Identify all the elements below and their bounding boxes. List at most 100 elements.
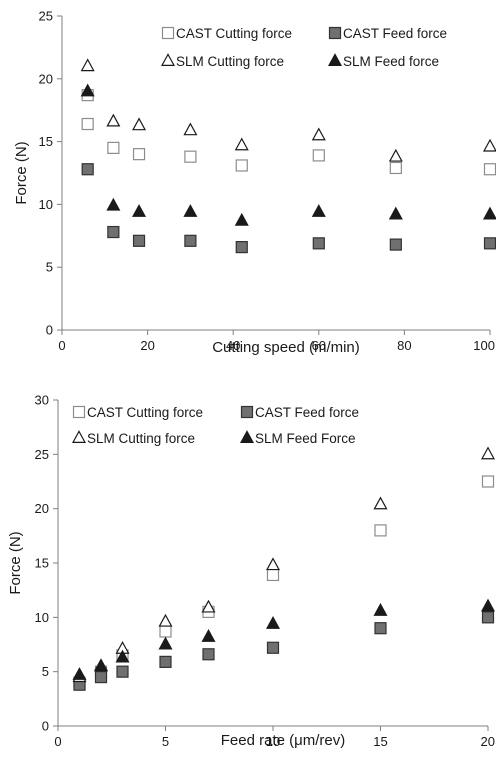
data-points bbox=[80, 58, 496, 254]
data-point bbox=[107, 141, 120, 154]
data-point bbox=[106, 197, 121, 211]
data-point bbox=[482, 206, 496, 220]
data-point bbox=[81, 117, 94, 131]
x-tick-label: 60 bbox=[312, 338, 326, 353]
data-point bbox=[80, 83, 95, 97]
legend-label: SLM Feed force bbox=[343, 54, 439, 69]
legend-label: SLM Cutting force bbox=[87, 431, 195, 446]
y-axis-label: Force (N) bbox=[7, 531, 24, 594]
legend-label: CAST Cutting force bbox=[176, 26, 292, 41]
legend-marker bbox=[327, 53, 343, 67]
data-point bbox=[202, 648, 215, 661]
tick-labels: 0 5 10 15 20 25 30 0 5 10 15 20 bbox=[35, 393, 495, 750]
y-tick-label: 25 bbox=[39, 9, 53, 24]
x-axis-label: Feed rate (μm/rev) bbox=[221, 732, 346, 749]
data-point bbox=[184, 150, 197, 163]
data-point bbox=[234, 137, 249, 151]
data-point bbox=[107, 225, 120, 239]
x-tick-label: 80 bbox=[397, 338, 411, 353]
data-point bbox=[373, 602, 388, 616]
x-tick-label: 20 bbox=[481, 734, 495, 749]
data-point bbox=[388, 206, 403, 220]
x-tick-label: 20 bbox=[140, 338, 154, 353]
data-point bbox=[312, 237, 325, 250]
data-point bbox=[158, 613, 173, 627]
y-tick-label: 25 bbox=[35, 447, 49, 462]
legend-marker bbox=[72, 405, 86, 419]
data-point bbox=[159, 625, 172, 638]
x-tick-label: 5 bbox=[162, 734, 169, 749]
legend-marker bbox=[161, 26, 175, 40]
legend-entry: CAST Feed force bbox=[328, 26, 447, 41]
legend-entry: SLM Feed Force bbox=[239, 430, 356, 446]
legend-entry: CAST Feed force bbox=[240, 405, 359, 420]
data-point bbox=[266, 568, 280, 582]
legend-entry: SLM Cutting force bbox=[160, 53, 284, 69]
y-tick-label: 20 bbox=[35, 501, 49, 516]
legend-label: CAST Feed force bbox=[255, 405, 359, 420]
data-point bbox=[115, 649, 130, 663]
y-tick-label: 15 bbox=[35, 556, 49, 571]
legend-entry: SLM Feed force bbox=[327, 53, 439, 69]
data-point bbox=[480, 446, 496, 460]
data-point bbox=[481, 611, 495, 624]
y-tick-label: 5 bbox=[46, 260, 53, 275]
x-tick-label: 40 bbox=[226, 338, 240, 353]
y-axis-label: Force (N) bbox=[13, 141, 30, 204]
data-point bbox=[388, 148, 403, 162]
x-axis-label: Cutting speed (m/min) bbox=[212, 339, 360, 356]
data-point bbox=[132, 204, 147, 217]
data-point bbox=[159, 655, 172, 668]
legend-marker bbox=[239, 430, 255, 443]
data-points bbox=[72, 446, 496, 691]
legend: CAST Cutting force CAST Feed force SLM Cut… bbox=[71, 405, 359, 446]
x-tick-label: 0 bbox=[54, 734, 61, 749]
legend-label: CAST Feed force bbox=[343, 26, 447, 41]
data-point bbox=[481, 475, 495, 488]
data-point bbox=[389, 238, 402, 251]
data-point bbox=[389, 161, 402, 175]
data-point bbox=[480, 598, 496, 612]
data-point bbox=[183, 204, 198, 217]
data-point bbox=[311, 204, 326, 217]
data-point bbox=[158, 636, 173, 650]
legend: CAST Cutting force CAST Feed force SLM Cut… bbox=[160, 26, 447, 69]
data-point bbox=[265, 616, 281, 629]
data-point bbox=[312, 149, 325, 162]
legend-marker bbox=[160, 53, 176, 67]
data-point bbox=[234, 212, 249, 226]
x-tick-label: 0 bbox=[58, 338, 65, 353]
legend-entry: CAST Cutting force bbox=[72, 405, 203, 420]
legend-marker bbox=[328, 26, 342, 40]
axes bbox=[57, 15, 491, 335]
y-tick-label: 5 bbox=[42, 664, 49, 679]
data-point bbox=[265, 557, 281, 571]
data-point bbox=[93, 658, 109, 672]
chart-cutting-speed: 0 5 10 15 20 25 0 20 40 60 80 100 CAST Cutting forc… bbox=[13, 9, 496, 356]
data-point bbox=[201, 599, 216, 613]
data-point bbox=[266, 641, 280, 654]
data-point bbox=[311, 127, 326, 141]
x-tick-label: 100 bbox=[473, 338, 495, 353]
legend-label: CAST Cutting force bbox=[87, 405, 203, 420]
y-tick-label: 0 bbox=[42, 719, 49, 734]
data-point bbox=[132, 234, 146, 247]
y-tick-label: 10 bbox=[39, 197, 53, 212]
x-tick-label: 10 bbox=[266, 734, 280, 749]
y-tick-label: 30 bbox=[35, 393, 49, 408]
data-point bbox=[72, 667, 87, 680]
data-point bbox=[81, 163, 94, 176]
legend-entry: SLM Cutting force bbox=[71, 430, 195, 446]
x-tick-label: 15 bbox=[373, 734, 387, 749]
tick-labels: 0 5 10 15 20 25 0 20 40 60 80 100 bbox=[39, 9, 495, 354]
data-point bbox=[483, 163, 496, 176]
y-tick-label: 0 bbox=[46, 323, 53, 338]
axes bbox=[53, 399, 489, 731]
data-point bbox=[80, 58, 95, 72]
y-tick-label: 10 bbox=[35, 610, 49, 625]
legend-entry: CAST Cutting force bbox=[161, 26, 292, 41]
legend-label: SLM Feed Force bbox=[255, 431, 356, 446]
